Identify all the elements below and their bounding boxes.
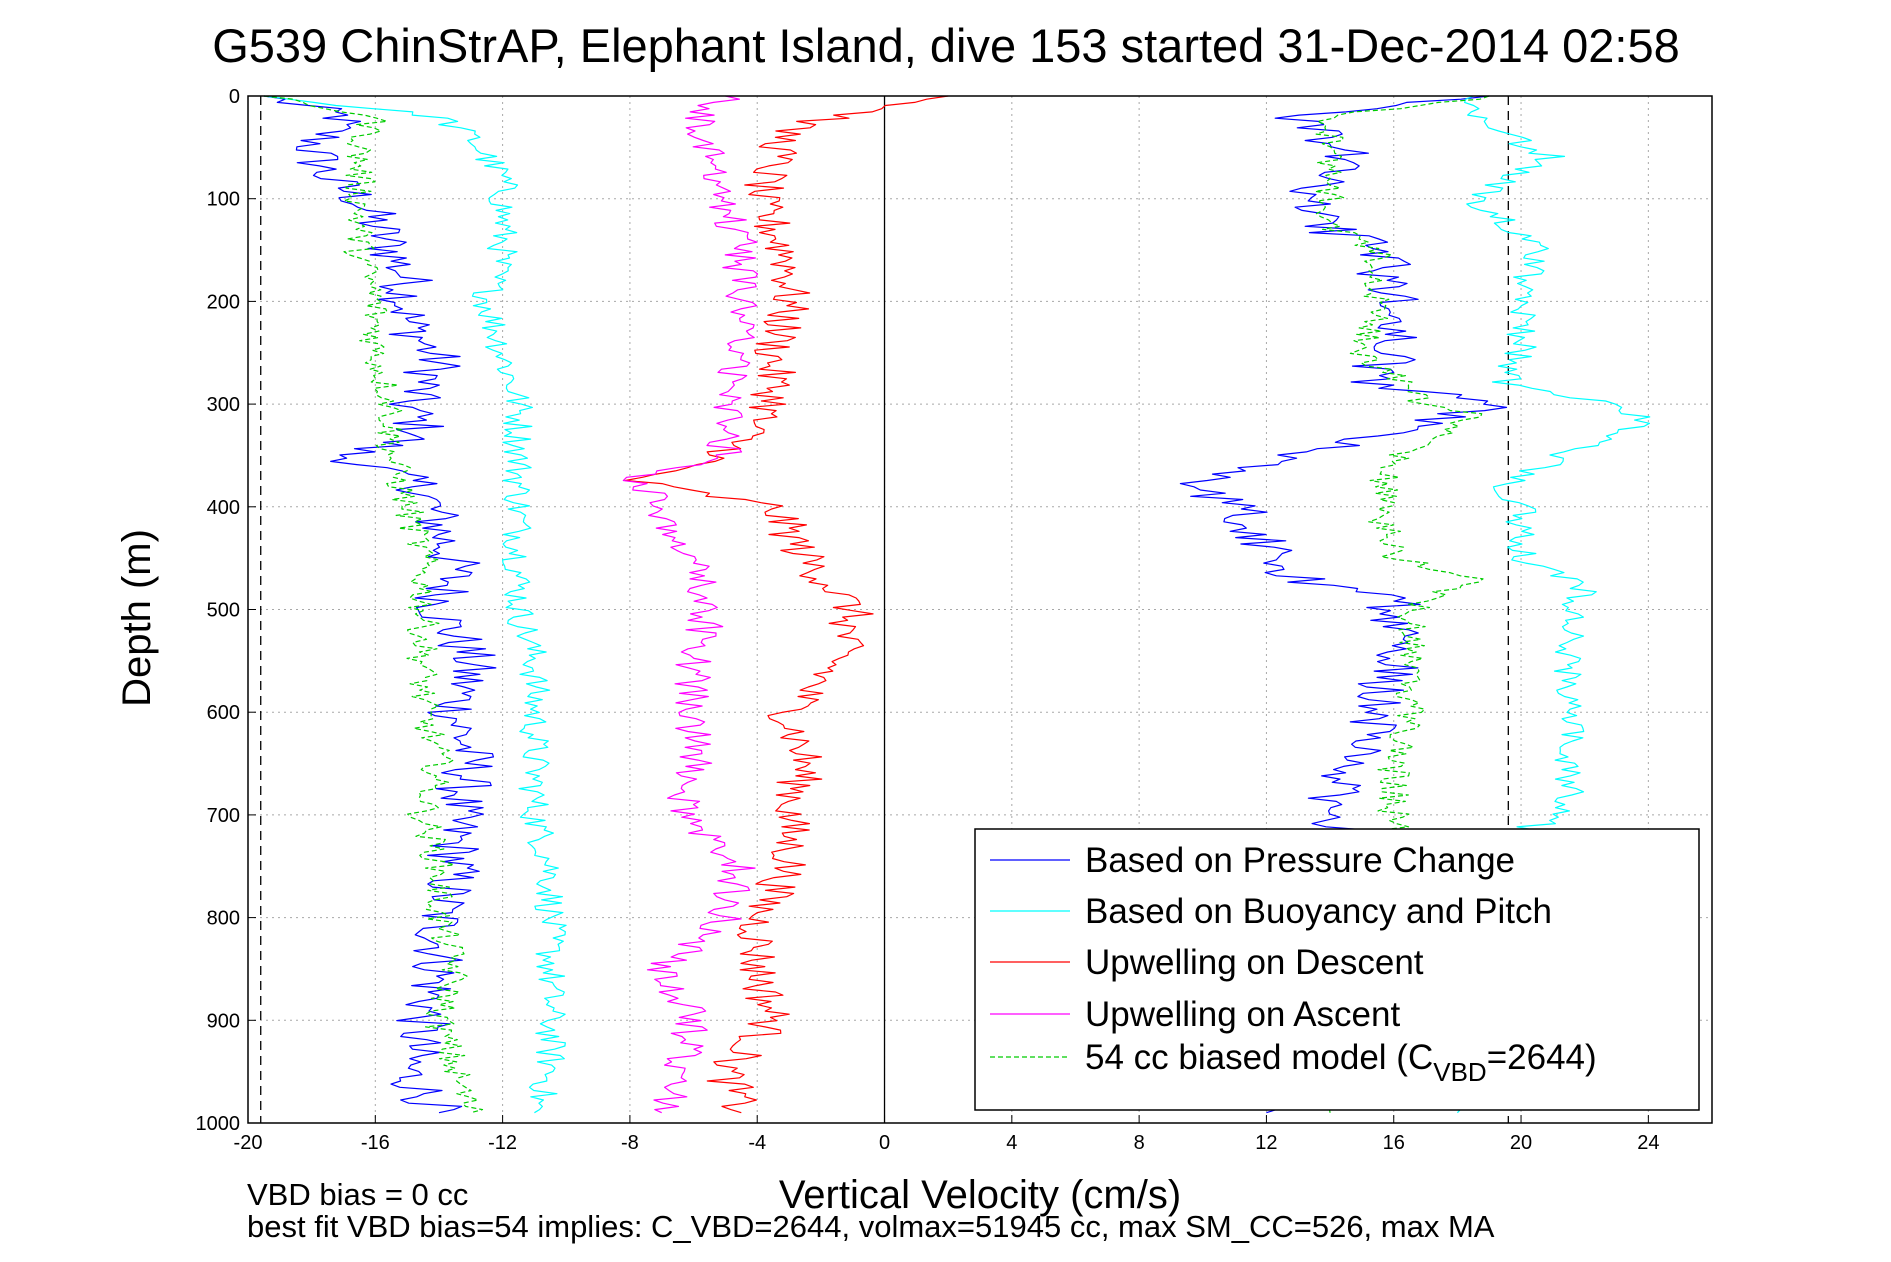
x-tick-label: 0	[879, 1132, 890, 1154]
x-tick-label: 12	[1255, 1132, 1277, 1154]
y-tick-label: 1000	[196, 1113, 241, 1135]
legend-label: Based on Buoyancy and Pitch	[1085, 892, 1552, 931]
y-tick-labels: 0 100 200 300 400 500 600 700 800 900 1000	[196, 86, 241, 1135]
series-1-descent-line	[263, 95, 567, 1114]
x-tick-label: 4	[1006, 1132, 1017, 1154]
x-tick-labels: -20 -16 -12 -8 -4 0 4 8 12 16 20 24	[234, 1132, 1660, 1154]
y-tick-label: 400	[207, 497, 240, 519]
series-4-descent-line	[263, 95, 484, 1114]
legend-label: Based on Pressure Change	[1085, 841, 1515, 880]
chart-title: G539 ChinStrAP, Elephant Island, dive 15…	[212, 19, 1680, 72]
x-tick-label: -12	[488, 1132, 517, 1154]
x-tick-label: 8	[1134, 1132, 1145, 1154]
y-tick-label: 300	[207, 394, 240, 416]
x-tick-label: 20	[1510, 1132, 1532, 1154]
x-tick-label: -16	[361, 1132, 390, 1154]
legend-box	[974, 828, 1700, 1111]
y-tick-label: 800	[207, 908, 240, 930]
y-tick-label: 200	[207, 291, 240, 313]
legend-label: 54 cc biased model (CVBD=2644)	[1085, 1038, 1597, 1087]
x-tick-label: -20	[234, 1132, 263, 1154]
y-tick-label: 600	[207, 702, 240, 724]
x-tick-label: -4	[748, 1132, 766, 1154]
plot-frame	[247, 95, 1713, 1124]
series-3-ascent-line	[622, 95, 759, 1114]
footnote-vbd-bias: VBD bias = 0 cc	[247, 1177, 468, 1212]
footnote-best-fit: best fit VBD bias=54 implies: C_VBD=2644…	[247, 1209, 1495, 1244]
legend-label: Upwelling on Ascent	[1085, 995, 1400, 1034]
y-tick-label: 100	[207, 189, 240, 211]
x-tick-label: 16	[1383, 1132, 1405, 1154]
series-2-descent-line	[624, 95, 949, 1114]
y-tick-label: 700	[207, 805, 240, 827]
legend-label: Upwelling on Descent	[1085, 943, 1424, 982]
series-0-descent-line	[263, 95, 497, 1114]
y-tick-label: 500	[207, 600, 240, 622]
y-axis-label: Depth (m)	[115, 529, 159, 707]
x-axis-label: Vertical Velocity (cm/s)	[779, 1173, 1181, 1217]
legend: Based on Pressure Change Based on Buoyanc…	[974, 828, 1700, 1111]
y-tick-label: 900	[207, 1010, 240, 1032]
x-tick-label: 24	[1637, 1132, 1659, 1154]
y-tick-label: 0	[229, 86, 240, 108]
x-tick-label: -8	[621, 1132, 639, 1154]
